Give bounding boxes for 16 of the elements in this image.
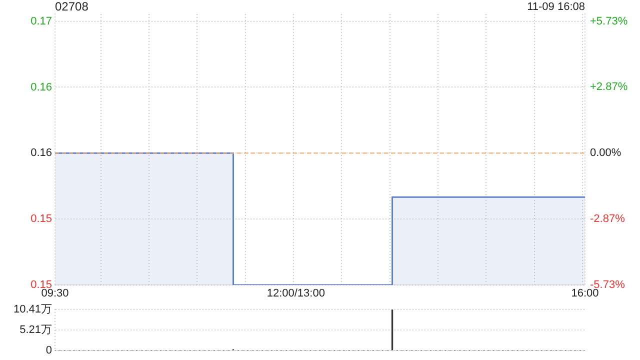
x-tick-label: 16:00 (571, 288, 599, 300)
y-tick-label: 0.17 (30, 15, 52, 28)
text: 11-09 16:08 (527, 1, 585, 14)
y-tick-label: 0 (46, 344, 52, 356)
chart-title: 02708 (55, 0, 89, 14)
y2-tick-label: 0.00% (590, 147, 622, 160)
y2-tick-label: +2.87% (590, 81, 628, 94)
y-tick-label: 0.15 (30, 213, 52, 226)
y2-tick-label: +5.73% (590, 15, 628, 28)
y-tick-label: 5.21万 (20, 324, 52, 336)
y-tick-label: 10.41万 (13, 304, 52, 316)
y-tick-label: 0.16 (30, 81, 52, 94)
y-tick-label: 0.16 (30, 147, 52, 160)
y2-tick-label: -2.87% (590, 213, 626, 226)
x-tick-label: 09:30 (41, 288, 69, 300)
x-tick-label: 12:00/13:00 (266, 288, 325, 300)
